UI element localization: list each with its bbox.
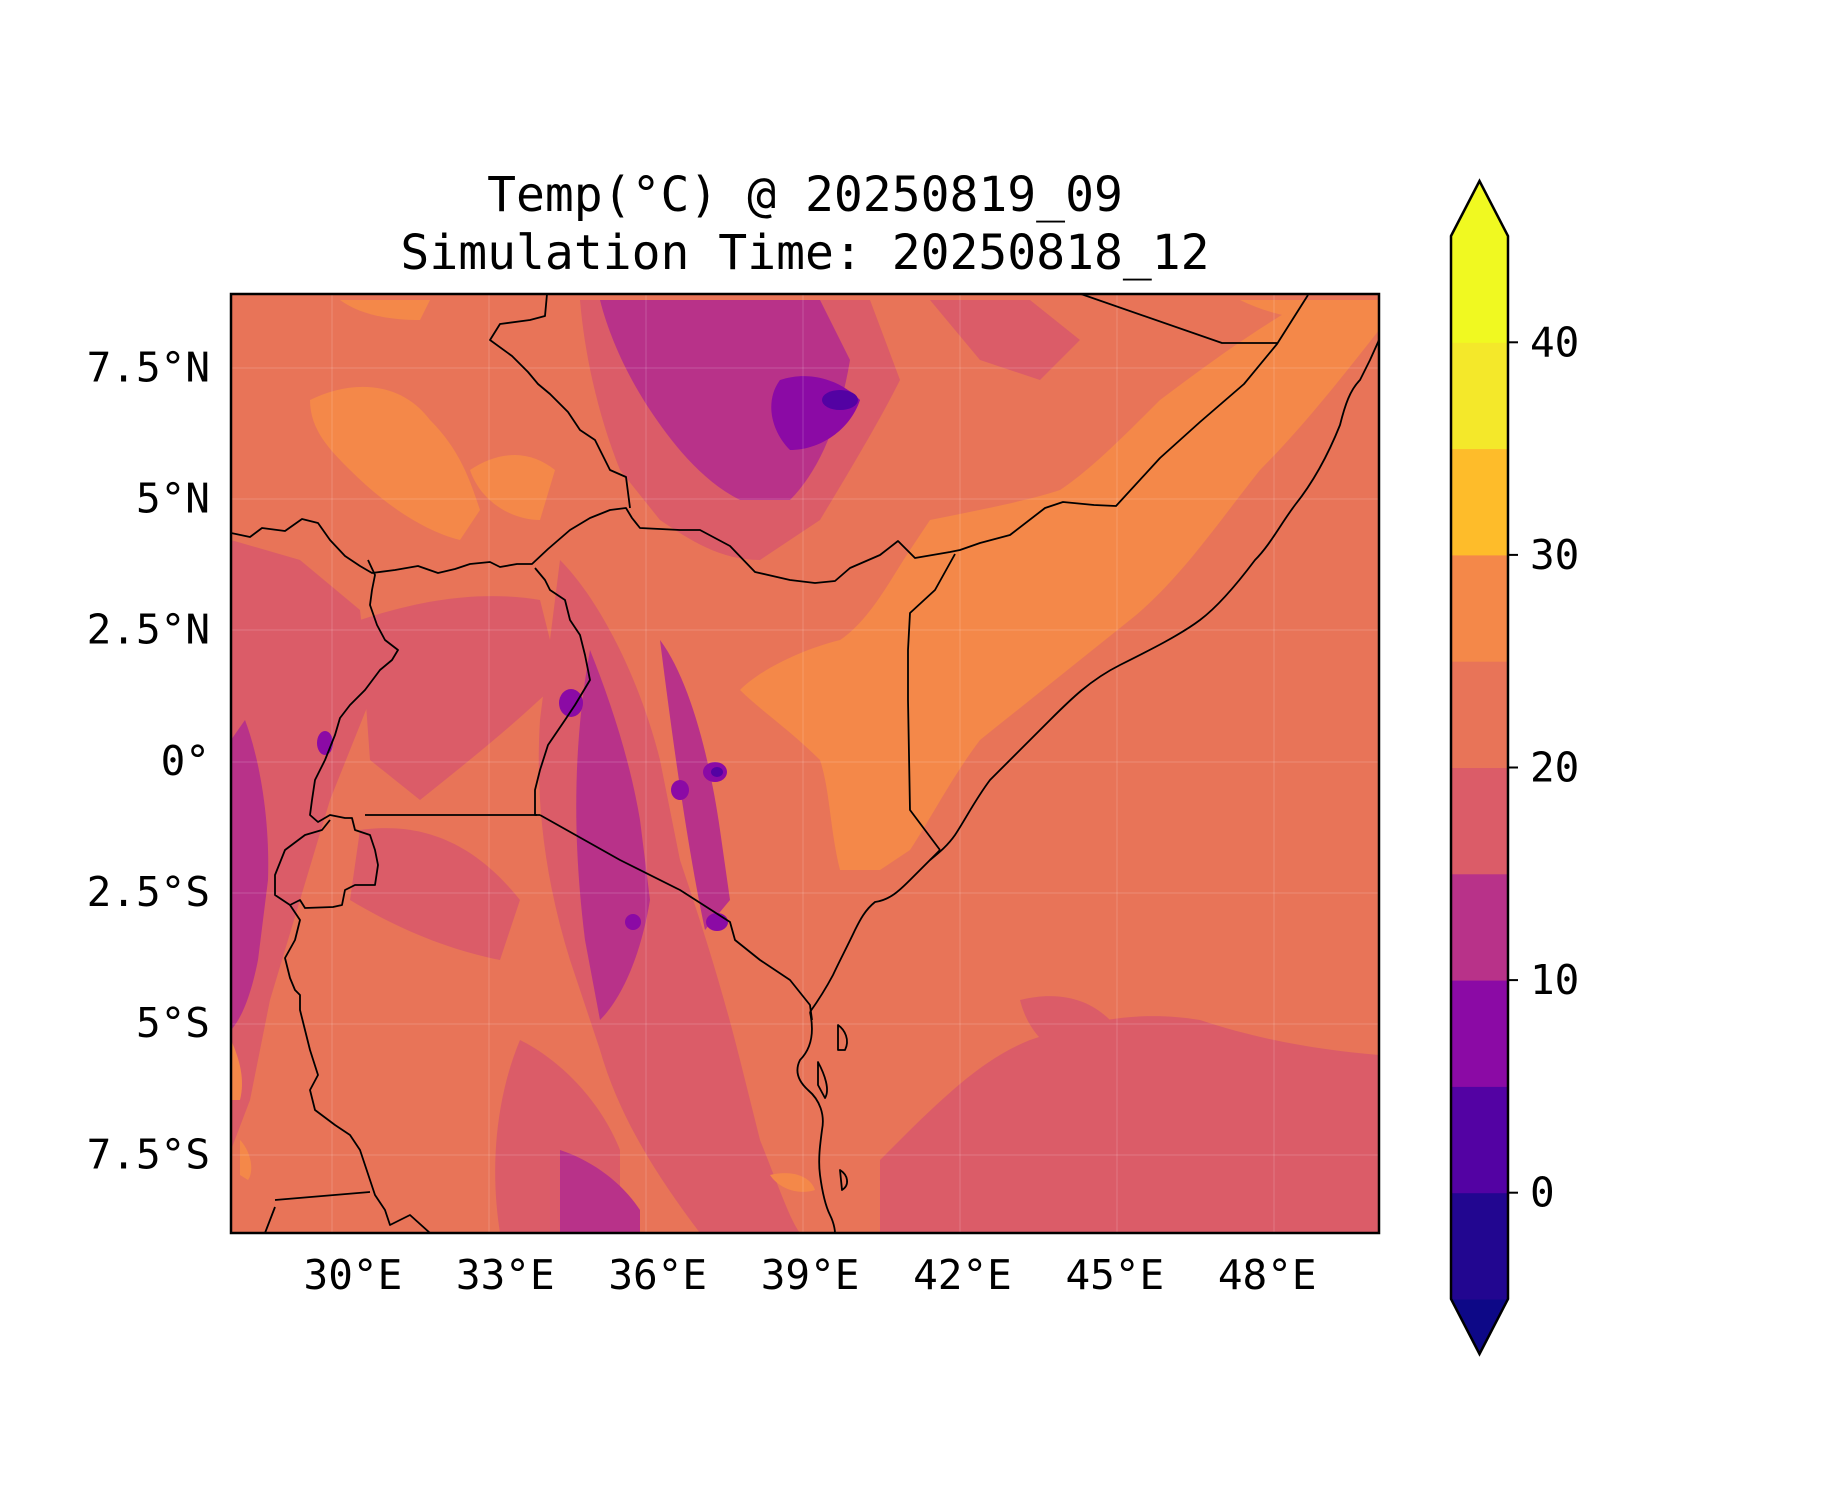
colorbar-tick-label: 0 xyxy=(1530,1169,1555,1217)
temp-field-10-15 xyxy=(317,376,860,931)
colorbar-band xyxy=(1451,342,1508,450)
x-tick-labels: 30°E 33°E 36°E 39°E 42°E 45°E 48°E xyxy=(304,1251,1317,1299)
y-tick-label: 7.5°S xyxy=(87,1130,210,1178)
map-frame xyxy=(229,292,1381,1235)
temp-field-5-10 xyxy=(711,390,858,777)
x-tick-label: 36°E xyxy=(608,1251,707,1299)
colorbar-band xyxy=(1451,554,1508,662)
colorbar-band xyxy=(1451,873,1508,981)
colorbar-band xyxy=(1451,236,1508,343)
colorbar-band xyxy=(1451,448,1508,556)
y-tick-label: 2.5°N xyxy=(87,606,210,654)
colorbar-extend-min xyxy=(1451,1299,1508,1354)
y-tick-label: 0° xyxy=(161,737,210,785)
y-tick-label: 5°N xyxy=(136,475,210,523)
chart-title: Temp(°C) @ 20250819_09 xyxy=(487,167,1123,223)
y-tick-label: 5°S xyxy=(136,999,210,1047)
colorbar-band xyxy=(1451,1192,1508,1300)
colorbar-extend-max xyxy=(1451,181,1508,236)
colorbar-band xyxy=(1451,980,1508,1087)
x-tick-label: 30°E xyxy=(304,1251,403,1299)
colorbar-tick-label: 20 xyxy=(1530,744,1579,792)
y-tick-label: 2.5°S xyxy=(87,868,210,916)
x-tick-label: 48°E xyxy=(1218,1251,1317,1299)
x-tick-label: 39°E xyxy=(761,1251,860,1299)
temp-field-15-20 xyxy=(231,300,850,1233)
y-tick-label: 7.5°N xyxy=(87,343,210,391)
colorbar-tick-label: 40 xyxy=(1530,318,1579,366)
chart-subtitle: Simulation Time: 20250818_12 xyxy=(400,225,1209,281)
y-tick-labels: 7.5°N 5°N 2.5°N 0° 2.5°S 5°S 7.5°S xyxy=(87,343,210,1178)
colorbar-tick-label: 10 xyxy=(1530,956,1579,1004)
colorbar-band xyxy=(1451,1086,1508,1194)
colorbar-tick-label: 30 xyxy=(1530,531,1579,579)
colorbar-outline xyxy=(1449,178,1510,1357)
x-tick-label: 45°E xyxy=(1065,1251,1164,1299)
temp-field-30-35 xyxy=(231,300,1379,1192)
x-tick-label: 42°E xyxy=(913,1251,1012,1299)
colorbar-band xyxy=(1451,767,1508,875)
map-panel xyxy=(231,294,1379,1233)
x-tick-label: 33°E xyxy=(456,1251,555,1299)
gridlines xyxy=(231,294,1379,1233)
colorbar-band xyxy=(1451,661,1508,768)
country-borders xyxy=(231,294,1379,1233)
colorbar: 0 10 20 30 40 xyxy=(1449,178,1579,1357)
